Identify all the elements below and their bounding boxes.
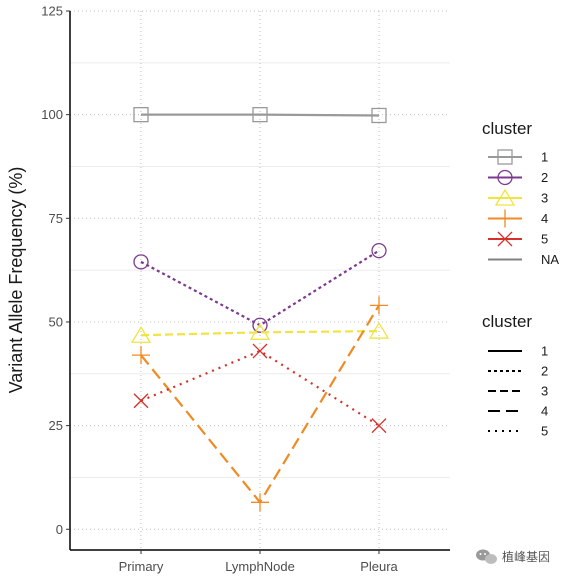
series-1: [133, 107, 387, 124]
y-tick-label: 100: [41, 107, 63, 122]
x-tick-label: Primary: [119, 559, 164, 574]
legend-linetype-item-4: 4: [488, 404, 548, 419]
data-point-5-LymphNode: [252, 343, 268, 359]
data-point-1-Pleura: [371, 107, 387, 124]
legend-swatch-marker: [496, 209, 514, 228]
legend-color-label: 1: [541, 150, 548, 165]
y-tick-label: 75: [49, 211, 63, 226]
legend-color-item-3: 3: [488, 188, 548, 206]
legend-color-item-2: 2: [488, 169, 548, 186]
data-point-4-Primary: [132, 346, 150, 365]
legend-color: cluster 1 2 3 4 5 NA: [482, 119, 559, 267]
y-tick-label: 125: [41, 4, 63, 19]
grid-layer: [70, 10, 450, 550]
y-tick-label: 0: [56, 522, 63, 537]
x-tick-label: Pleura: [360, 559, 398, 574]
legend-linetype-label: 1: [541, 344, 548, 359]
x-tick-label: LymphNode: [225, 559, 295, 574]
wechat-icon: [476, 549, 497, 564]
data-point-3-LymphNode: [249, 323, 271, 340]
data-point-1-LymphNode: [252, 107, 268, 123]
legend-color-label: 2: [541, 170, 548, 185]
legend-swatch-marker: [497, 231, 513, 247]
series-5: [133, 343, 387, 434]
data-point-5-Pleura: [371, 418, 387, 434]
y-tick-label: 25: [49, 418, 63, 433]
data-point-4-Pleura: [370, 296, 388, 315]
legend-linetype-item-5: 5: [488, 424, 548, 439]
watermark: 植峰基因: [476, 549, 550, 564]
legend-color-label: 3: [541, 191, 548, 206]
legend-color-title: cluster: [482, 119, 532, 138]
legend-linetype-label: 4: [541, 404, 548, 419]
legend-linetype: cluster 1 2 3 4 5: [482, 312, 548, 439]
data-point-4-LymphNode: [251, 493, 269, 512]
legend-linetype-item-1: 1: [488, 344, 548, 359]
series-line-3: [140, 329, 380, 337]
legend-swatch-marker: [494, 188, 516, 206]
data-point-1-Primary: [133, 107, 149, 123]
legend-linetype-title: cluster: [482, 312, 532, 331]
series-3: [130, 321, 390, 343]
series-layer: [130, 107, 390, 512]
legend-color-item-NA: NA: [488, 252, 559, 267]
legend-linetype-label: 3: [541, 384, 548, 399]
data-point-5-Primary: [133, 393, 149, 409]
legend-color-label: 4: [541, 211, 548, 226]
legend-linetype-item-2: 2: [488, 364, 548, 379]
legend-color-item-1: 1: [488, 149, 548, 165]
watermark-text: 植峰基因: [502, 549, 550, 564]
series-line-5: [140, 349, 380, 427]
y-axis-title: Variant Allele Frequency (%): [6, 167, 26, 394]
legend-swatch-marker: [497, 149, 513, 165]
legend-swatch-marker: [497, 169, 513, 186]
data-point-3-Pleura: [368, 321, 390, 339]
series-line-1: [141, 113, 380, 117]
legend-color-item-4: 4: [488, 209, 548, 228]
legend-color-label: 5: [541, 232, 548, 247]
axis-layer: 0 25 50 75 100 125 Primary LymphNode Pleura: [41, 4, 450, 574]
data-point-2-LymphNode: [252, 317, 268, 333]
legend-linetype-item-3: 3: [488, 384, 548, 399]
data-point-2-Pleura: [371, 242, 387, 259]
legend-linetype-label: 5: [541, 424, 548, 439]
data-point-3-Primary: [130, 325, 152, 343]
legend-color-label: NA: [541, 252, 559, 267]
series-4: [132, 296, 388, 512]
legend-color-item-5: 5: [488, 232, 548, 247]
y-tick-label: 50: [49, 314, 63, 329]
legend-linetype-label: 2: [541, 364, 548, 379]
data-point-2-Primary: [133, 254, 149, 270]
